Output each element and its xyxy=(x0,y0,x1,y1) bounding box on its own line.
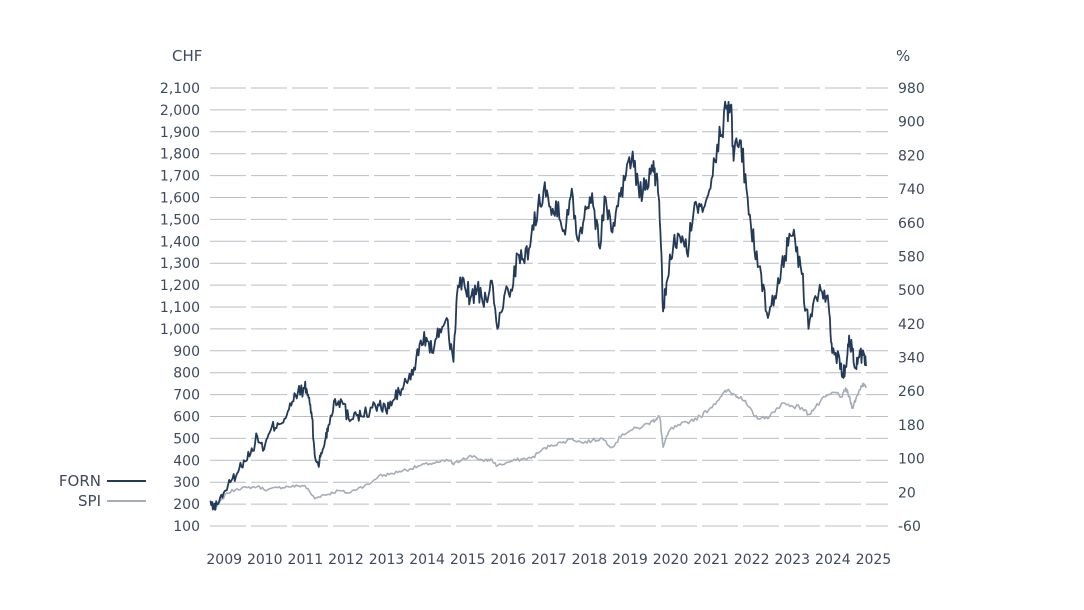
series-line-forn xyxy=(209,100,867,511)
left-tick-label: 1,600 xyxy=(160,191,200,207)
x-tick-label: 2018 xyxy=(572,552,608,568)
x-tick-label: 2021 xyxy=(693,552,729,568)
right-axis-ticks: -60 20 100 180 260 340 420 500 580 660 740 820 900 98… xyxy=(898,81,925,535)
right-tick-label: 580 xyxy=(898,249,925,265)
left-axis-ticks: 100 200 300 400 500 600 700 800 900 1,000 1,100 1,2… xyxy=(160,81,200,535)
left-axis-unit: CHF xyxy=(172,47,202,65)
legend-label-spi: SPI xyxy=(78,492,101,510)
left-tick-label: 2,000 xyxy=(160,103,200,119)
right-tick-label: 980 xyxy=(898,81,925,97)
x-axis-ticks: 2009 2010 2011 2012 2013 2014 2015 2016 2017 2018… xyxy=(206,552,891,568)
x-tick-label: 2023 xyxy=(774,552,810,568)
x-tick-label: 2012 xyxy=(328,552,364,568)
right-tick-label: -60 xyxy=(898,519,921,535)
x-tick-label: 2010 xyxy=(247,552,283,568)
left-tick-label: 1,900 xyxy=(160,125,200,141)
right-tick-label: 500 xyxy=(898,283,925,299)
right-tick-label: 740 xyxy=(898,182,925,198)
grid xyxy=(210,87,888,527)
right-tick-label: 180 xyxy=(898,418,925,434)
x-tick-label: 2020 xyxy=(653,552,689,568)
legend: FORN SPI xyxy=(59,472,146,510)
x-tick-label: 2015 xyxy=(450,552,486,568)
x-tick-label: 2025 xyxy=(856,552,892,568)
left-tick-label: 600 xyxy=(173,410,200,426)
x-tick-label: 2017 xyxy=(531,552,567,568)
right-tick-label: 260 xyxy=(898,384,925,400)
left-tick-label: 2,100 xyxy=(160,81,200,97)
left-tick-label: 800 xyxy=(173,366,200,382)
x-tick-label: 2009 xyxy=(206,552,242,568)
left-tick-label: 1,800 xyxy=(160,147,200,163)
right-tick-label: 660 xyxy=(898,216,925,232)
right-tick-label: 100 xyxy=(898,452,925,468)
left-tick-label: 100 xyxy=(173,519,200,535)
right-tick-label: 820 xyxy=(898,148,925,164)
left-tick-label: 1,100 xyxy=(160,300,200,316)
left-tick-label: 900 xyxy=(173,344,200,360)
x-tick-label: 2019 xyxy=(612,552,648,568)
x-tick-label: 2014 xyxy=(409,552,445,568)
left-tick-label: 200 xyxy=(173,497,200,513)
left-tick-label: 1,500 xyxy=(160,212,200,228)
left-tick-label: 1,200 xyxy=(160,278,200,294)
x-tick-label: 2022 xyxy=(734,552,770,568)
left-tick-label: 1,400 xyxy=(160,234,200,250)
series-line-spi xyxy=(209,382,867,508)
right-tick-label: 340 xyxy=(898,351,925,367)
x-tick-label: 2013 xyxy=(369,552,405,568)
right-tick-label: 900 xyxy=(898,115,925,131)
right-axis-unit: % xyxy=(896,47,910,65)
left-tick-label: 1,000 xyxy=(160,322,200,338)
left-tick-label: 1,700 xyxy=(160,169,200,185)
legend-label-forn: FORN xyxy=(59,472,101,490)
left-tick-label: 500 xyxy=(173,431,200,447)
left-tick-label: 700 xyxy=(173,388,200,404)
left-tick-label: 1,300 xyxy=(160,256,200,272)
x-tick-label: 2016 xyxy=(490,552,526,568)
x-tick-label: 2011 xyxy=(288,552,324,568)
right-tick-label: 20 xyxy=(898,485,916,501)
right-tick-label: 420 xyxy=(898,317,925,333)
left-tick-label: 300 xyxy=(173,475,200,491)
x-tick-label: 2024 xyxy=(815,552,851,568)
left-tick-label: 400 xyxy=(173,453,200,469)
